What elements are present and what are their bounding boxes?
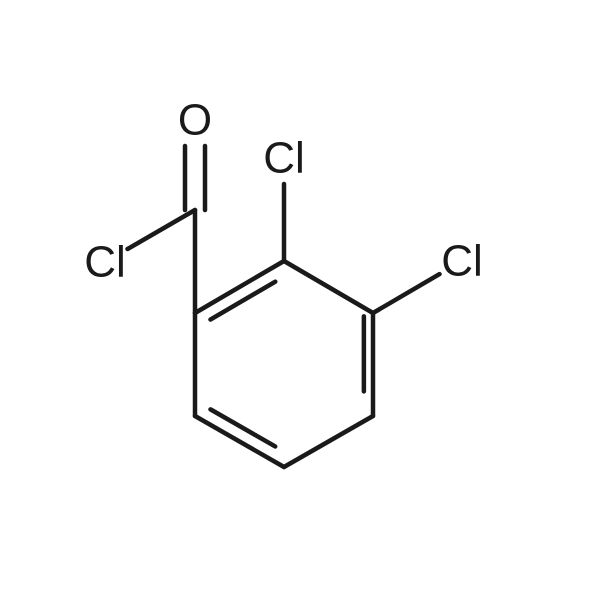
bond-line bbox=[284, 416, 373, 467]
bond-line bbox=[128, 210, 195, 249]
bond-line bbox=[373, 274, 440, 313]
atom-label-cl3: Cl bbox=[441, 237, 483, 286]
bond-line bbox=[284, 261, 373, 313]
atom-label-cl1: Cl bbox=[84, 238, 126, 287]
bond-line bbox=[195, 261, 284, 313]
molecule-diagram: O Cl Cl Cl bbox=[0, 0, 600, 600]
atom-label-o: O bbox=[178, 96, 212, 145]
atom-label-cl2: Cl bbox=[263, 134, 305, 183]
